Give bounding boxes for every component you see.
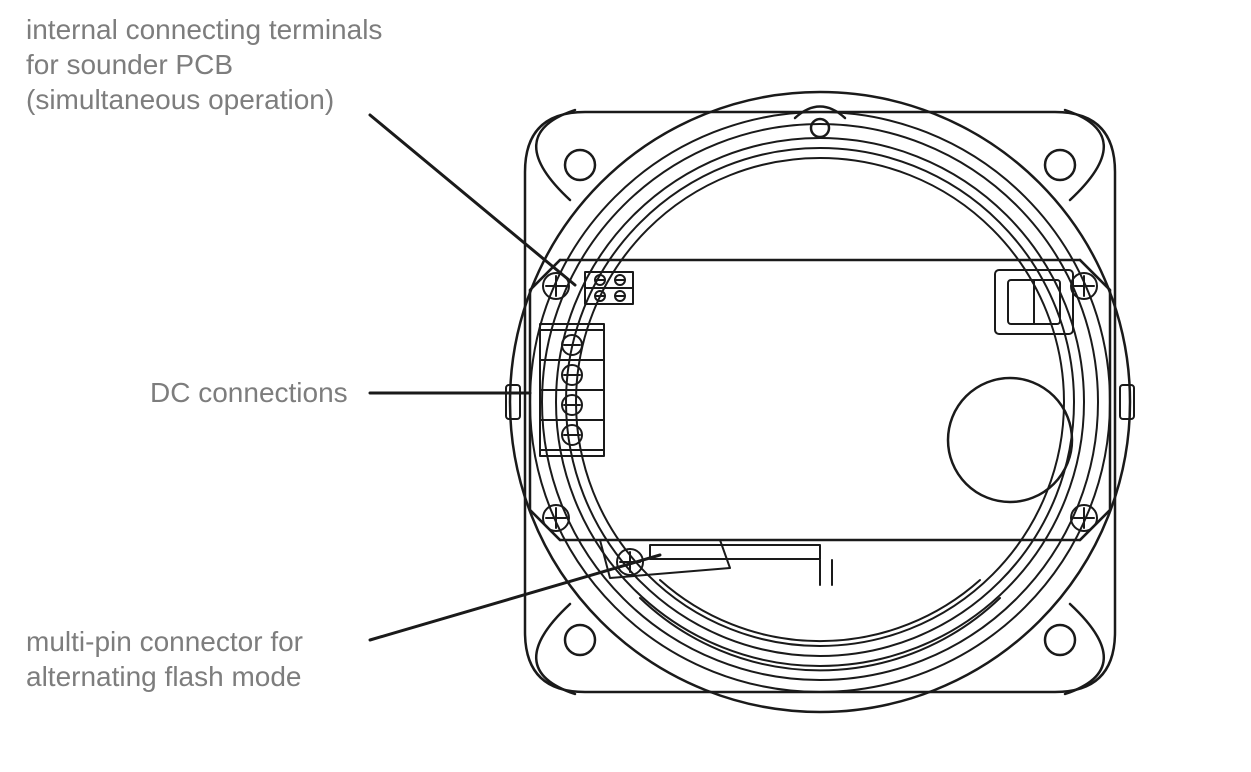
mount-hole-br [1045, 625, 1075, 655]
leader-bottom [370, 555, 660, 640]
lower-arc [640, 560, 1000, 670]
device-diagram [0, 0, 1251, 772]
screw-bl [543, 505, 569, 531]
screw-tr [1071, 273, 1097, 299]
mount-hole-tl [565, 150, 595, 180]
mount-hole-bl [565, 625, 595, 655]
pcb-screws [543, 273, 1097, 531]
screw-br [1071, 505, 1097, 531]
mount-hole-tr [1045, 150, 1075, 180]
internal-terminals [585, 272, 633, 304]
screw-tl [543, 273, 569, 299]
pcb-board [530, 260, 1110, 540]
connector-screw [617, 549, 643, 575]
large-aperture [948, 378, 1072, 502]
